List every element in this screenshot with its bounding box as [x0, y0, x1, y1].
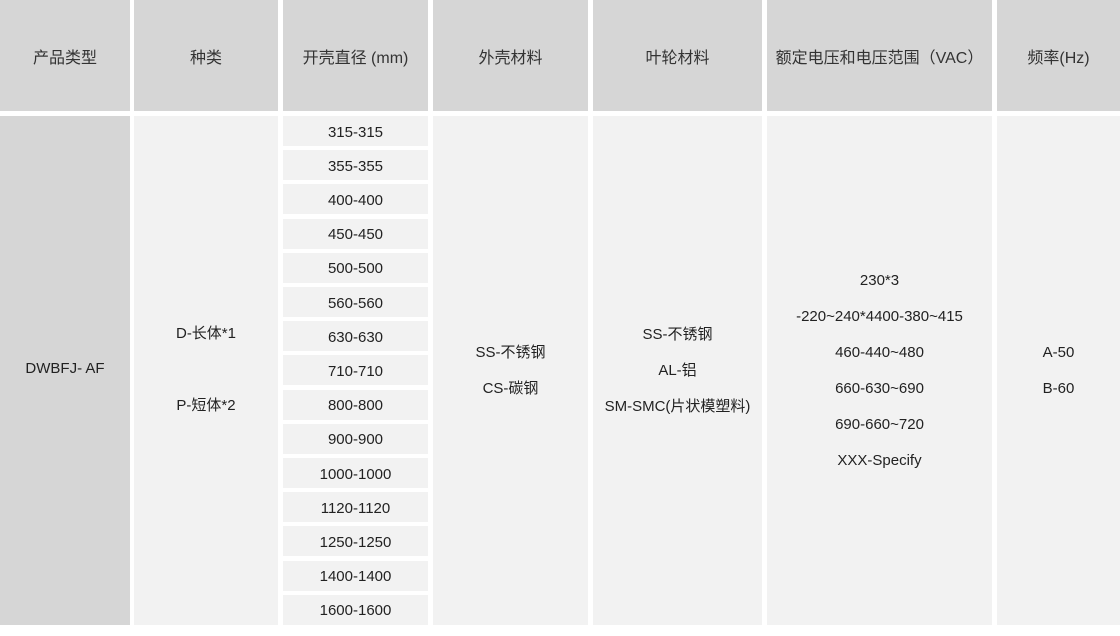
diameter-row: 400-400 — [283, 184, 428, 215]
diameter-row: 1250-1250 — [283, 526, 428, 557]
diameter-row: 560-560 — [283, 287, 428, 317]
header-impeller-material: 叶轮材料 — [593, 0, 762, 111]
header-housing-material: 外壳材料 — [433, 0, 588, 111]
type-item: P-短体*2 — [176, 397, 236, 414]
diameter-row: 630-630 — [283, 321, 428, 352]
voltage-item: 230*3 — [859, 272, 900, 289]
product-type-cell: DWBFJ- AF — [0, 116, 130, 625]
housing-material-item: CS-碳钢 — [482, 380, 539, 397]
type-item: D-长体*1 — [175, 325, 236, 342]
voltage-item: 460-440~480 — [835, 344, 924, 361]
diameter-row: 315-315 — [283, 116, 428, 146]
frequency-item: A-50 — [1042, 344, 1075, 361]
header-product-type: 产品类型 — [0, 0, 130, 111]
frequency-item: B-60 — [1042, 380, 1075, 397]
header-voltage: 额定电压和电压范围（VAC） — [767, 0, 992, 111]
impeller-material-item: SS-不锈钢 — [642, 326, 713, 343]
impeller-material-item: SM-SMC(片状模塑料) — [604, 398, 751, 415]
impeller-material-cell: SS-不锈钢 AL-铝 SM-SMC(片状模塑料) — [593, 116, 762, 625]
diameter-row: 1120-1120 — [283, 492, 428, 523]
diameter-row: 500-500 — [283, 252, 428, 283]
housing-material-item: SS-不锈钢 — [475, 344, 546, 361]
diameter-row: 1400-1400 — [283, 560, 428, 591]
impeller-material-item: AL-铝 — [658, 362, 697, 379]
voltage-item: 660-630~690 — [835, 380, 924, 397]
header-frequency: 频率(Hz) — [997, 0, 1120, 111]
header-type: 种类 — [134, 0, 278, 111]
housing-material-cell: SS-不锈钢 CS-碳钢 — [433, 116, 588, 625]
diameter-row: 800-800 — [283, 389, 428, 420]
voltage-cell: 230*3 -220~240*4400-380~415 460-440~480 … — [767, 116, 992, 625]
voltage-item: XXX-Specify — [837, 452, 922, 469]
diameter-row: 710-710 — [283, 355, 428, 386]
voltage-item: -220~240*4400-380~415 — [796, 308, 963, 325]
header-diameter: 开壳直径 (mm) — [283, 0, 428, 111]
voltage-item: 690-660~720 — [835, 416, 924, 433]
frequency-cell: A-50 B-60 — [997, 116, 1120, 625]
diameter-row: 1000-1000 — [283, 458, 428, 488]
diameter-row: 450-450 — [283, 218, 428, 249]
diameter-row: 1600-1600 — [283, 594, 428, 625]
diameter-column: 315-315 355-355 400-400 450-450 500-500 560-5… — [283, 116, 428, 636]
diameter-row: 355-355 — [283, 150, 428, 181]
diameter-row: 900-900 — [283, 423, 428, 454]
type-cell: D-长体*1 P-短体*2 — [134, 116, 278, 625]
